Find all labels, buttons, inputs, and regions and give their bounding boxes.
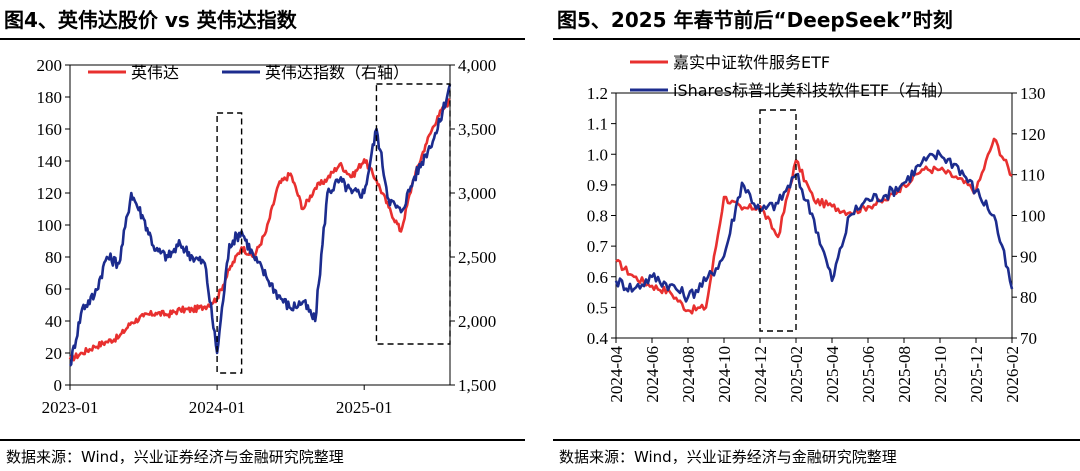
chart-software-etf-comparison: 0.4 0.5 0.6 0.7 0.8 0.9 1.0 1.1 1.2 70 80 90 100 110 1… — [587, 53, 1046, 403]
y-left-tick-label: 180 — [37, 88, 63, 107]
x-tick-label: 2024-01 — [189, 398, 246, 417]
x-tick-label: 2025-01 — [336, 398, 393, 417]
chart-panel-nvidia: 图4、英伟达股价 vs 英伟达指数 0 20 40 60 80 100 120 140 160 1… — [0, 0, 525, 471]
x-tick-label: 2026-02 — [1003, 346, 1022, 403]
chart-panel-deepseek: 图5、2025 年春节前后“DeepSeek”时刻 0.4 0.5 0.6 0.7 0.… — [553, 0, 1080, 471]
series-line-secondary — [69, 83, 452, 367]
footer-divider — [0, 439, 525, 441]
x-tick-label: 2024-08 — [679, 346, 698, 403]
plot-frame — [69, 64, 451, 386]
y-left-tick-label: 20 — [45, 344, 62, 363]
y-left-tick-label: 80 — [45, 248, 62, 267]
y-right-tick-label: 2,000 — [458, 312, 496, 331]
highlight-box — [759, 109, 797, 332]
x-tick-label: 2025-08 — [895, 346, 914, 403]
x-tick-label: 2024-06 — [643, 346, 662, 403]
y-left-tick-label: 1.1 — [587, 115, 608, 134]
y-right-tick-label: 4,000 — [458, 56, 496, 75]
title-divider — [553, 38, 1080, 40]
y-left-tick-label: 200 — [37, 56, 63, 75]
y-left-tick-label: 0 — [54, 376, 63, 395]
title-divider — [0, 38, 525, 40]
series-line-primary — [615, 137, 1013, 315]
y-left-tick-label: 40 — [45, 312, 62, 331]
y-left-tick-label: 0.6 — [587, 268, 608, 287]
y-right-tick-label: 1,500 — [458, 376, 496, 395]
y-right-tick-label: 100 — [1020, 207, 1046, 226]
y-left-tick-label: 0.8 — [587, 207, 608, 226]
y-right-tick-label: 80 — [1020, 288, 1037, 307]
source-note: 数据来源：Wind，兴业证券经济与金融研究院整理 — [6, 448, 344, 466]
x-tick-label: 2025-06 — [859, 346, 878, 403]
x-tick-label: 2025-10 — [931, 346, 950, 403]
y-left-tick-label: 1.2 — [587, 84, 608, 103]
chart-title: 图5、2025 年春节前后“DeepSeek”时刻 — [557, 8, 953, 32]
x-tick-label: 2023-01 — [42, 398, 99, 417]
y-right-tick-label: 120 — [1020, 125, 1046, 144]
x-tick-label: 2024-04 — [607, 346, 626, 403]
y-left-tick-label: 60 — [45, 280, 62, 299]
x-tick-label: 2025-12 — [967, 346, 986, 403]
y-left-tick-label: 100 — [37, 216, 63, 235]
y-left-tick-label: 140 — [37, 152, 63, 171]
y-right-tick-label: 3,500 — [458, 120, 496, 139]
source-note: 数据来源：Wind，兴业证券经济与金融研究院整理 — [559, 448, 897, 466]
x-tick-label: 2024-12 — [751, 346, 770, 403]
highlight-box — [216, 112, 243, 374]
x-tick-label: 2025-02 — [787, 346, 806, 403]
y-left-tick-label: 0.9 — [587, 176, 608, 195]
footer-divider — [553, 439, 1080, 441]
y-left-tick-label: 0.7 — [587, 237, 609, 256]
y-right-tick-label: 70 — [1020, 329, 1037, 348]
y-right-tick-label: 110 — [1020, 166, 1045, 185]
y-left-tick-label: 0.5 — [587, 298, 608, 317]
x-tick-label: 2025-04 — [823, 346, 842, 403]
x-tick-label: 2024-10 — [715, 346, 734, 403]
y-left-tick-label: 120 — [37, 184, 63, 203]
chart-title: 图4、英伟达股价 vs 英伟达指数 — [4, 8, 297, 32]
series-line-primary — [68, 98, 451, 362]
legend-label: 英伟达指数（右轴） — [265, 63, 409, 82]
y-right-tick-label: 90 — [1020, 247, 1037, 266]
y-left-tick-label: 0.4 — [587, 329, 609, 348]
y-right-tick-label: 130 — [1020, 84, 1046, 103]
y-right-tick-label: 3,000 — [458, 184, 496, 203]
legend-label: iShares标普北美科技软件ETF（右轴） — [673, 81, 953, 100]
highlight-box — [375, 83, 451, 345]
series-line-secondary — [614, 149, 1014, 303]
y-left-tick-label: 1.0 — [587, 145, 608, 164]
plot-frame — [615, 92, 1013, 339]
chart-nvidia-price-vs-index: 0 20 40 60 80 100 120 140 160 180 200 1,500 2,000 2,5… — [37, 56, 497, 417]
y-right-tick-label: 2,500 — [458, 248, 496, 267]
legend-label: 英伟达 — [131, 63, 179, 82]
legend-label: 嘉实中证软件服务ETF — [673, 53, 830, 72]
y-left-tick-label: 160 — [37, 120, 63, 139]
